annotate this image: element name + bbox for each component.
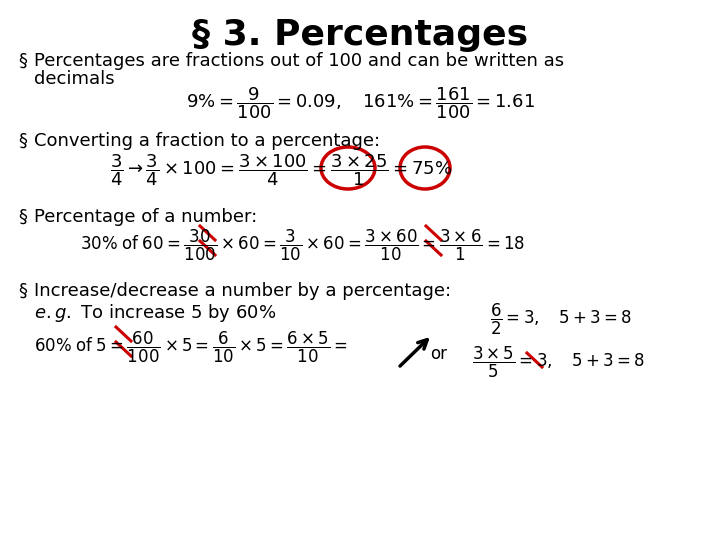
Text: $\dfrac{6}{2} = 3, \quad 5 + 3 = 8$: $\dfrac{6}{2} = 3, \quad 5 + 3 = 8$ [490, 302, 631, 337]
Text: $9\% = \dfrac{9}{100} = 0.09, \quad 161\% = \dfrac{161}{100} = 1.61$: $9\% = \dfrac{9}{100} = 0.09, \quad 161\… [186, 85, 534, 120]
Text: §: § [18, 208, 27, 226]
Text: $\mathit{e.g.}$ To increase 5 by 60%: $\mathit{e.g.}$ To increase 5 by 60% [34, 302, 276, 324]
Text: or: or [430, 345, 447, 363]
Text: §: § [18, 282, 27, 300]
Text: decimals: decimals [34, 70, 114, 88]
Text: Increase/decrease a number by a percentage:: Increase/decrease a number by a percenta… [34, 282, 451, 300]
Text: § 3. Percentages: § 3. Percentages [192, 18, 528, 52]
Text: Percentage of a number:: Percentage of a number: [34, 208, 257, 226]
Text: §: § [18, 132, 27, 150]
Text: $30\%\;\mathrm{of}\;60 = \dfrac{30}{100} \times 60 = \dfrac{3}{10} \times 60 = \: $30\%\;\mathrm{of}\;60 = \dfrac{30}{100}… [80, 228, 525, 263]
Text: Percentages are fractions out of 100 and can be written as: Percentages are fractions out of 100 and… [34, 52, 564, 70]
Text: $60\%\;\mathrm{of}\;5 = \dfrac{60}{100} \times 5 = \dfrac{6}{10} \times 5 = \dfr: $60\%\;\mathrm{of}\;5 = \dfrac{60}{100} … [34, 330, 348, 365]
Text: Converting a fraction to a percentage:: Converting a fraction to a percentage: [34, 132, 380, 150]
Text: $\dfrac{3 \times 5}{5} = 3, \quad 5 + 3 = 8$: $\dfrac{3 \times 5}{5} = 3, \quad 5 + 3 … [472, 345, 644, 380]
Text: §: § [18, 52, 27, 70]
Text: $\dfrac{3}{4} \rightarrow \dfrac{3}{4} \times 100 = \dfrac{3 \times 100}{4} = \d: $\dfrac{3}{4} \rightarrow \dfrac{3}{4} \… [110, 152, 452, 187]
